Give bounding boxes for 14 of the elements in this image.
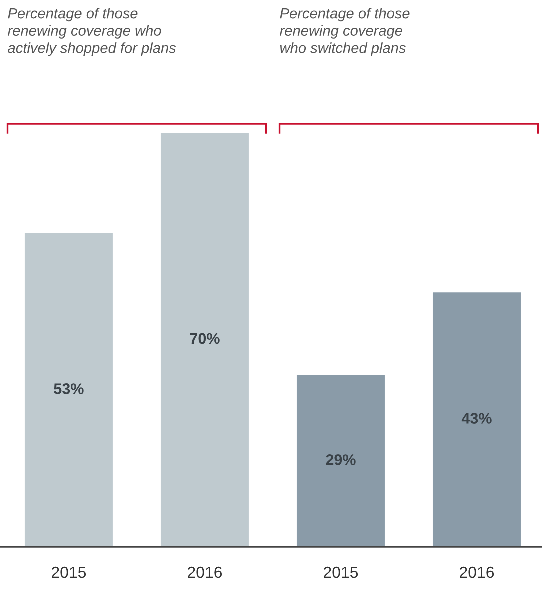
bar: [24, 234, 113, 547]
x-tick-label: 2016: [188, 566, 222, 578]
bar: [160, 133, 249, 547]
x-tick-label: 2016: [460, 566, 494, 578]
bar: [432, 292, 521, 547]
bar: [296, 375, 385, 547]
text: Percentage of those renewing coverage who switched plans: [280, 8, 410, 56]
data-label: 43%: [462, 413, 492, 424]
data-label: 53%: [54, 384, 84, 394]
data-label: 70%: [190, 333, 220, 344]
x-tick-label: 2015: [52, 566, 86, 578]
text: Percentage of those renewing coverage who actively shopped for plans: [8, 8, 176, 56]
data-label: 29%: [326, 454, 356, 466]
x-tick-label: 2015: [324, 566, 358, 578]
